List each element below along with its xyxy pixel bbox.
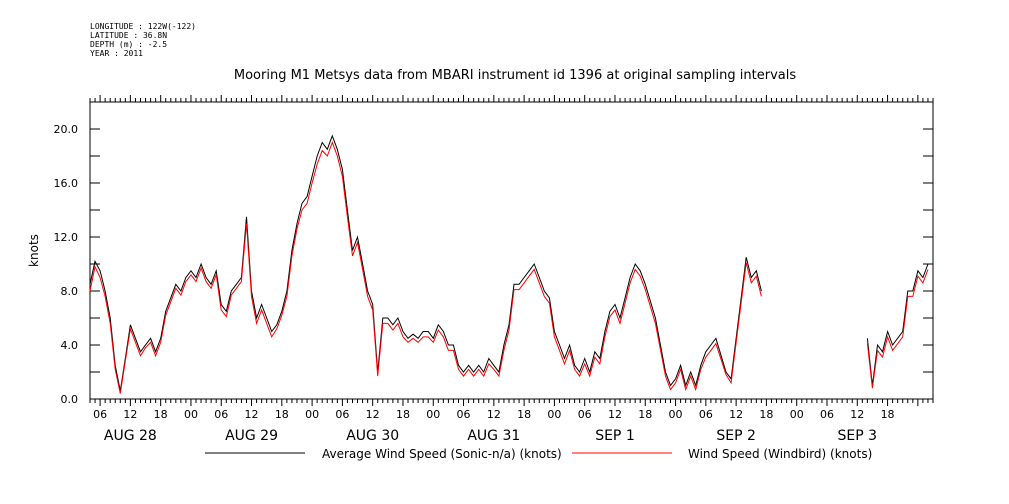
x-tick-label: 12 bbox=[123, 408, 137, 421]
average-wind-line-segment bbox=[89, 134, 762, 391]
x-tick-label: 06 bbox=[335, 408, 349, 421]
legend-label-black: Average Wind Speed (Sonic-n/a) (knots) bbox=[322, 447, 562, 461]
x-tick-label: 18 bbox=[396, 408, 410, 421]
x-tick-label: 12 bbox=[487, 408, 501, 421]
x-tick-label: 12 bbox=[245, 408, 259, 421]
x-tick-label: 06 bbox=[820, 408, 834, 421]
x-tick-label: 00 bbox=[790, 408, 804, 421]
day-label: SEP 2 bbox=[716, 428, 756, 444]
y-tick-label: 16.0 bbox=[54, 177, 79, 190]
x-tick-label: 18 bbox=[759, 408, 773, 421]
y-axis: 0.0 4.0 8.0 12.0 16.0 20.0 knots bbox=[27, 101, 933, 406]
x-tick-label: 06 bbox=[457, 408, 471, 421]
legend-label-red: Wind Speed (Windbird) (knots) bbox=[688, 447, 873, 461]
x-tick-label: 18 bbox=[275, 408, 289, 421]
day-label: AUG 29 bbox=[225, 428, 278, 444]
x-tick-label: 12 bbox=[729, 408, 743, 421]
meta-longitude: LONGITUDE : 122W(-122) bbox=[90, 22, 196, 31]
meta-latitude: LATITUDE : 36.8N bbox=[90, 31, 168, 40]
plot-border bbox=[89, 101, 934, 400]
day-label: SEP 1 bbox=[595, 428, 635, 444]
x-axis: 06 12 18 00 06 12 18 00 06 12 18 00 06 12 18 00 06 12 18 00… bbox=[89, 95, 934, 444]
x-tick-label: 00 bbox=[426, 408, 440, 421]
x-tick-label: 12 bbox=[366, 408, 380, 421]
x-tick-label: 00 bbox=[184, 408, 198, 421]
day-label: AUG 30 bbox=[346, 428, 399, 444]
x-tick-label: 06 bbox=[699, 408, 713, 421]
y-tick-label: 20.0 bbox=[54, 123, 79, 136]
x-tick-label: 00 bbox=[669, 408, 683, 421]
y-tick-label: 0.0 bbox=[61, 393, 79, 406]
metadata-block: LONGITUDE : 122W(-122) LATITUDE : 36.8N … bbox=[90, 22, 196, 58]
y-tick-label: 4.0 bbox=[61, 339, 79, 352]
y-tick-label: 12.0 bbox=[54, 231, 79, 244]
plot-frame bbox=[89, 101, 934, 400]
x-tick-label: 18 bbox=[154, 408, 168, 421]
y-tick-label: 8.0 bbox=[61, 285, 79, 298]
y-axis-label: knots bbox=[27, 234, 41, 267]
windbird-wind-line-segment bbox=[89, 141, 762, 394]
x-tick-label: 00 bbox=[305, 408, 319, 421]
x-tick-label: 06 bbox=[578, 408, 592, 421]
average-wind-line-segment bbox=[866, 263, 929, 386]
x-tick-label: 18 bbox=[881, 408, 895, 421]
day-label: AUG 28 bbox=[104, 428, 157, 444]
meta-year: YEAR : 2011 bbox=[90, 49, 143, 58]
x-tick-label: 18 bbox=[517, 408, 531, 421]
x-tick-label: 12 bbox=[608, 408, 622, 421]
meta-depth: DEPTH (m) : -2.5 bbox=[90, 40, 168, 49]
chart-title: Mooring M1 Metsys data from MBARI instru… bbox=[233, 68, 797, 83]
day-label: SEP 3 bbox=[838, 428, 878, 444]
x-tick-label: 18 bbox=[638, 408, 652, 421]
x-tick-label: 06 bbox=[214, 408, 228, 421]
x-tick-label: 12 bbox=[850, 408, 864, 421]
windbird-wind-line-segment bbox=[866, 269, 929, 389]
x-tick-label: 06 bbox=[93, 408, 107, 421]
day-label: AUG 31 bbox=[467, 428, 520, 444]
data-lines bbox=[89, 134, 929, 394]
x-tick-label: 00 bbox=[547, 408, 561, 421]
